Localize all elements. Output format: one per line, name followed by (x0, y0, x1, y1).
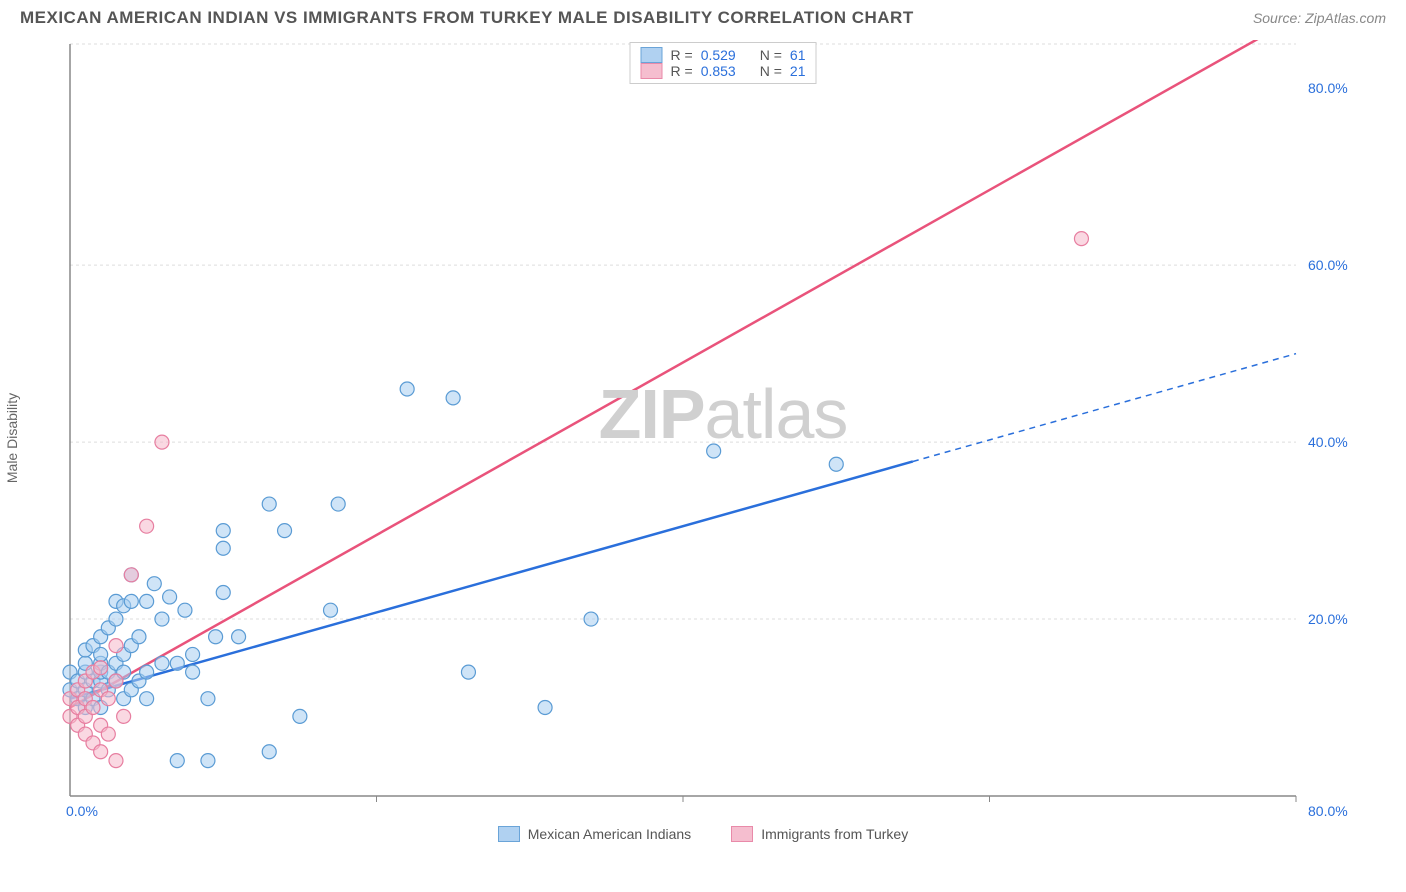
legend-row-mex: R = 0.529 N = 61 (641, 47, 806, 63)
legend-correlation: R = 0.529 N = 61 R = 0.853 N = 21 (630, 42, 817, 84)
legend-swatch-mex (641, 47, 663, 63)
n-value-tur: 21 (790, 63, 806, 79)
legend-series: Mexican American Indians Immigrants from… (0, 826, 1406, 842)
svg-text:40.0%: 40.0% (1308, 434, 1348, 450)
legend-swatch-tur-bottom (731, 826, 753, 842)
chart-source: Source: ZipAtlas.com (1253, 10, 1386, 26)
r-label: R = (671, 47, 693, 63)
chart-container: Male Disability 20.0%40.0%60.0%80.0%0.0%… (60, 40, 1386, 820)
legend-item-mex: Mexican American Indians (498, 826, 691, 842)
n-value-mex: 61 (790, 47, 806, 63)
scatter-plot: 20.0% 40.0% 60.0% 80.0% 0.0% 80.0% (60, 40, 1366, 820)
n-label: N = (760, 47, 782, 63)
r-value-tur: 0.853 (701, 63, 736, 79)
legend-item-tur: Immigrants from Turkey (731, 826, 908, 842)
legend-swatch-tur (641, 63, 663, 79)
svg-text:60.0%: 60.0% (1308, 257, 1348, 273)
svg-text:80.0%: 80.0% (1308, 80, 1348, 96)
legend-label-tur: Immigrants from Turkey (761, 826, 908, 842)
legend-label-mex: Mexican American Indians (528, 826, 691, 842)
r-value-mex: 0.529 (701, 47, 736, 63)
n-label: N = (760, 63, 782, 79)
chart-title: MEXICAN AMERICAN INDIAN VS IMMIGRANTS FR… (20, 8, 914, 28)
r-label: R = (671, 63, 693, 79)
svg-text:20.0%: 20.0% (1308, 611, 1348, 627)
legend-swatch-mex-bottom (498, 826, 520, 842)
y-axis-label: Male Disability (4, 393, 20, 483)
svg-text:80.0%: 80.0% (1308, 803, 1348, 819)
svg-text:0.0%: 0.0% (66, 803, 98, 819)
legend-row-tur: R = 0.853 N = 21 (641, 63, 806, 79)
